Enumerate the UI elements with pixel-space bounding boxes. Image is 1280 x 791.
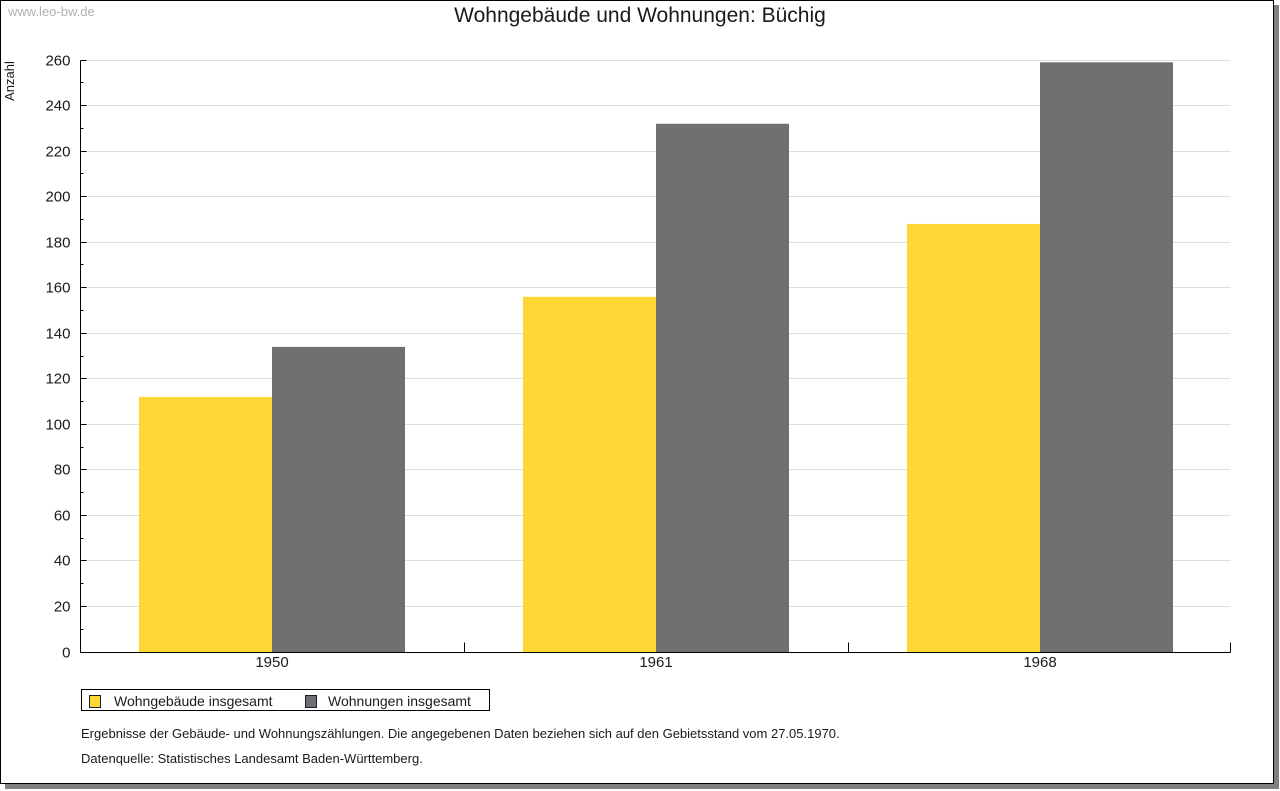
svg-text:240: 240 (45, 98, 70, 115)
svg-text:180: 180 (45, 235, 70, 252)
svg-text:200: 200 (45, 189, 70, 206)
svg-text:160: 160 (45, 280, 70, 297)
svg-text:1968: 1968 (1023, 654, 1056, 671)
svg-text:100: 100 (45, 417, 70, 434)
svg-text:260: 260 (45, 53, 70, 70)
svg-text:140: 140 (45, 326, 70, 343)
svg-text:80: 80 (54, 462, 71, 479)
svg-text:0: 0 (62, 645, 70, 662)
svg-text:1961: 1961 (639, 654, 672, 671)
svg-text:60: 60 (54, 508, 71, 525)
svg-text:20: 20 (54, 599, 71, 616)
svg-text:120: 120 (45, 371, 70, 388)
svg-text:220: 220 (45, 144, 70, 161)
svg-text:40: 40 (54, 553, 71, 570)
svg-text:1950: 1950 (255, 654, 288, 671)
